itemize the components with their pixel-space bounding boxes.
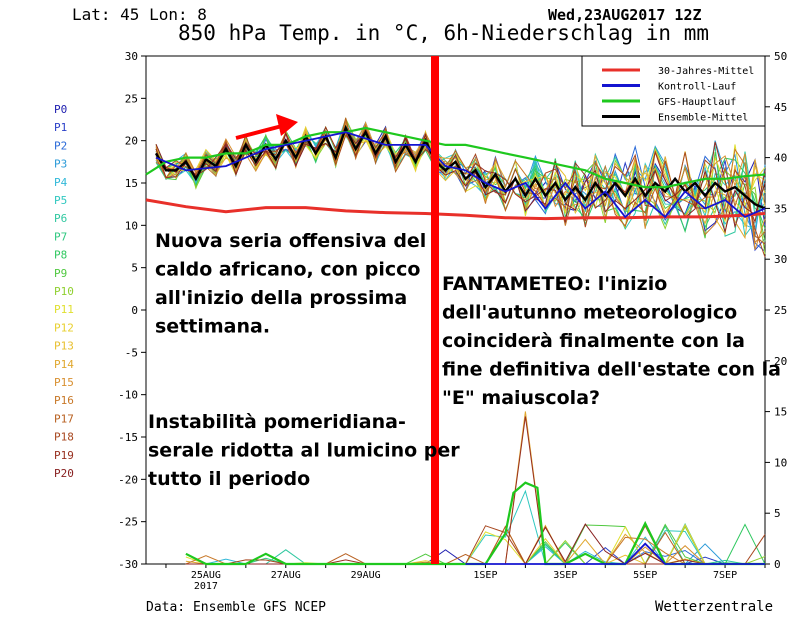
- member-line: [155, 122, 766, 250]
- member-label: P4: [54, 176, 68, 189]
- x-tick-label: 7SEP: [713, 570, 737, 581]
- annotation-line: serale ridotta al lumicino per: [148, 440, 460, 462]
- member-label: P12: [54, 321, 74, 334]
- annotation-fantameteo: FANTAMETEO: l'inizio dell'autunno meteoro…: [442, 273, 781, 409]
- annotation-line: Instabilità pomeridiana-: [148, 411, 406, 433]
- series-kontroll-lauf-niederschlag-: [465, 542, 765, 565]
- annotation-line: tutto il periodo: [148, 468, 310, 490]
- y-right-tick-label: 25: [774, 304, 787, 317]
- legend: 30-Jahres-Mittel Kontroll-Lauf GFS-Hauptla…: [581, 55, 766, 127]
- y-right-tick-label: 50: [774, 50, 787, 63]
- run-date: Wed,23AUG2017 12Z: [548, 6, 702, 24]
- y-right-tick-label: 30: [774, 253, 787, 266]
- member-line: [155, 123, 766, 234]
- x-tick-label: 5SEP: [633, 570, 657, 581]
- member-line: [155, 128, 766, 234]
- chart-title: 850 hPa Temp. in °C, 6h-Niederschlag in …: [178, 21, 709, 45]
- annotation-line: fine definitiva dell'estate con la: [442, 359, 781, 381]
- main-series: [145, 124, 766, 566]
- series-gfs-hauptlauf-niederschlag-: [185, 481, 765, 566]
- member-label: P10: [54, 285, 74, 298]
- member-label: P11: [54, 303, 74, 316]
- member-label: P13: [54, 340, 74, 353]
- member-label: P0: [54, 103, 67, 116]
- annotation-line: settimana.: [155, 316, 270, 338]
- member-label: P20: [54, 467, 74, 480]
- x-tick-label: 3SEP: [553, 570, 577, 581]
- y-left-tick-label: 25: [125, 92, 138, 105]
- x-tick-label: 29AUG: [351, 570, 381, 581]
- divider-line: [431, 56, 439, 564]
- member-label: P3: [54, 158, 67, 171]
- annotation-line: FANTAMETEO: l'inizio: [442, 273, 667, 295]
- x-tick-label: 2017: [194, 581, 218, 592]
- annotation-line: Nuova seria offensiva del: [155, 230, 426, 252]
- member-label: P6: [54, 212, 67, 225]
- member-label: P14: [54, 358, 74, 371]
- x-tick-label: 27AUG: [271, 570, 301, 581]
- annotation-line: caldo africano, con picco: [155, 259, 420, 281]
- y-right-tick-label: 0: [774, 558, 781, 571]
- member-key: P0 P1 P2 P3 P4 P5 P6 P7 P8 P9 P10 P11 P12 P13 P14 P15 P1…: [54, 103, 74, 480]
- arrow-icon: [235, 114, 298, 140]
- member-label: P17: [54, 412, 74, 425]
- annotation-instability: Instabilità pomeridiana-serale ridotta a…: [148, 411, 460, 490]
- annotation-line: dell'autunno meteorologico: [442, 302, 737, 324]
- series-kontroll-lauf: [155, 131, 766, 219]
- annotation-line: all'inizio della prossima: [155, 287, 407, 309]
- member-label: P1: [54, 121, 67, 134]
- x-tick-label: 1SEP: [473, 570, 497, 581]
- brand-label: Wetterzentrale: [655, 599, 773, 615]
- location-label: Lat: 45 Lon: 8: [72, 5, 207, 24]
- y-left-tick-label: 15: [125, 177, 138, 190]
- y-right-tick-label: 45: [774, 101, 787, 114]
- series-30-jahres-mittel: [145, 198, 766, 221]
- y-left-tick-label: 20: [125, 135, 138, 148]
- member-label: P5: [54, 194, 67, 207]
- member-label: P16: [54, 394, 74, 407]
- y-left-tick-label: -10: [118, 389, 138, 402]
- y-left-tick-label: 10: [125, 219, 138, 232]
- annotation-heat: Nuova seria offensiva del caldo africano,…: [155, 230, 426, 338]
- member-label: P2: [54, 139, 67, 152]
- series-ensemble-mittel: [154, 124, 766, 210]
- legend-label: GFS-Hauptlauf: [658, 97, 736, 108]
- y-right-tick-label: 5: [774, 507, 781, 520]
- annotation-line: "E" maiuscola?: [442, 387, 600, 409]
- y-left-tick-label: -5: [125, 346, 138, 359]
- y-left-tick-label: 5: [131, 262, 138, 275]
- member-label: P18: [54, 431, 74, 444]
- legend-label: Kontroll-Lauf: [658, 82, 736, 93]
- member-label: P7: [54, 230, 67, 243]
- member-label: P19: [54, 449, 74, 462]
- legend-label: 30-Jahres-Mittel: [658, 66, 754, 77]
- data-source: Data: Ensemble GFS NCEP: [146, 600, 326, 615]
- y-right-tick-label: 15: [774, 406, 787, 419]
- series-gfs-hauptlauf: [145, 126, 766, 189]
- y-left-tick-label: -15: [118, 431, 138, 444]
- legend-label: Ensemble-Mittel: [658, 113, 748, 124]
- y-right-tick-label: 35: [774, 202, 787, 215]
- y-left-tick-label: 30: [125, 50, 138, 63]
- y-right-tick-label: 20: [774, 355, 787, 368]
- y-right-tick-label: 10: [774, 456, 787, 469]
- y-left-tick-label: -25: [118, 516, 138, 529]
- member-label: P9: [54, 267, 67, 280]
- x-tick-label: 25AUG: [191, 570, 221, 581]
- member-line: [155, 126, 766, 229]
- member-label: P15: [54, 376, 74, 389]
- member-label: P8: [54, 249, 67, 262]
- y-left-tick-label: -20: [118, 473, 138, 486]
- axis-ticks: -30 -25 -20 -15 -10 -5 0 5 10 15 20 25 30 0 5 10 15 20 25 3…: [118, 50, 787, 592]
- y-right-tick-label: 40: [774, 152, 787, 165]
- y-left-tick-label: -30: [118, 558, 138, 571]
- annotation-line: coinciderà finalmente con la: [442, 330, 745, 352]
- y-left-tick-label: 0: [131, 304, 138, 317]
